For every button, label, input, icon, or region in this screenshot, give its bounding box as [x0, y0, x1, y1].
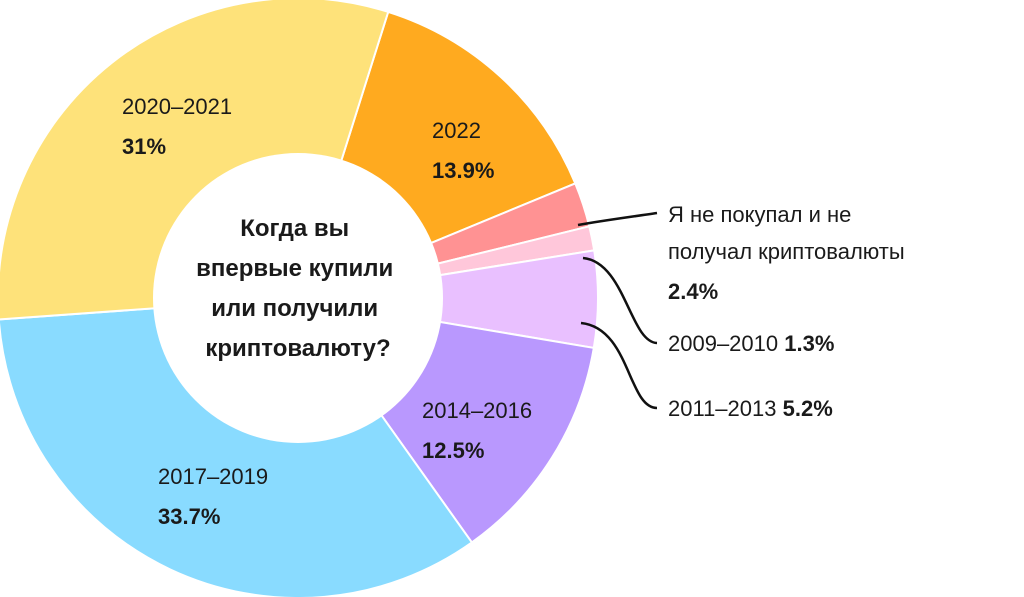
- slice-label-5: 2014–2016: [422, 398, 532, 423]
- chart-title: Когда вы впервые купили или получили кри…: [196, 215, 400, 362]
- slice-label-7: 2020–2021: [122, 94, 232, 119]
- slice-value-5: 12.5%: [422, 438, 484, 463]
- slice-labels: 2022 13.9% 2014–2016 12.5% 2017–2019 33.7% 202…: [122, 94, 532, 529]
- leader-line-4: [580, 321, 658, 410]
- slice-label-2-line-1: Я не покупал и не: [668, 202, 851, 227]
- outer-labels: Я не покупал и не получал криптовалюты 2.4…: [577, 202, 905, 421]
- chart-title-line-4: криптовалюту?: [205, 335, 390, 362]
- slice-label-2-line-2: получал криптовалюты: [668, 239, 905, 264]
- donut-hole: [153, 153, 443, 443]
- slice-value-4: 5.2%: [783, 396, 833, 421]
- slice-value-7: 31%: [122, 134, 166, 159]
- slice-label-6: 2017–2019: [158, 464, 268, 489]
- leader-line-3: [582, 256, 658, 345]
- chart-title-line-2: впервые купили: [196, 255, 393, 282]
- slice-value-6: 33.7%: [158, 504, 220, 529]
- slice-label-4: 2011–2013 5.2%: [668, 396, 833, 421]
- slice-label-1: 2022: [432, 118, 481, 143]
- slice-6: [0, 296, 474, 597]
- leader-line-2: [577, 211, 658, 227]
- slice-value-2: 2.4%: [668, 279, 718, 304]
- slice-label-3: 2009–2010 1.3%: [668, 331, 834, 356]
- slice-value-3: 1.3%: [784, 331, 834, 356]
- chart-title-line-1: Когда вы: [240, 215, 349, 242]
- chart-title-line-3: или получили: [211, 295, 378, 322]
- slice-value-1: 13.9%: [432, 158, 494, 183]
